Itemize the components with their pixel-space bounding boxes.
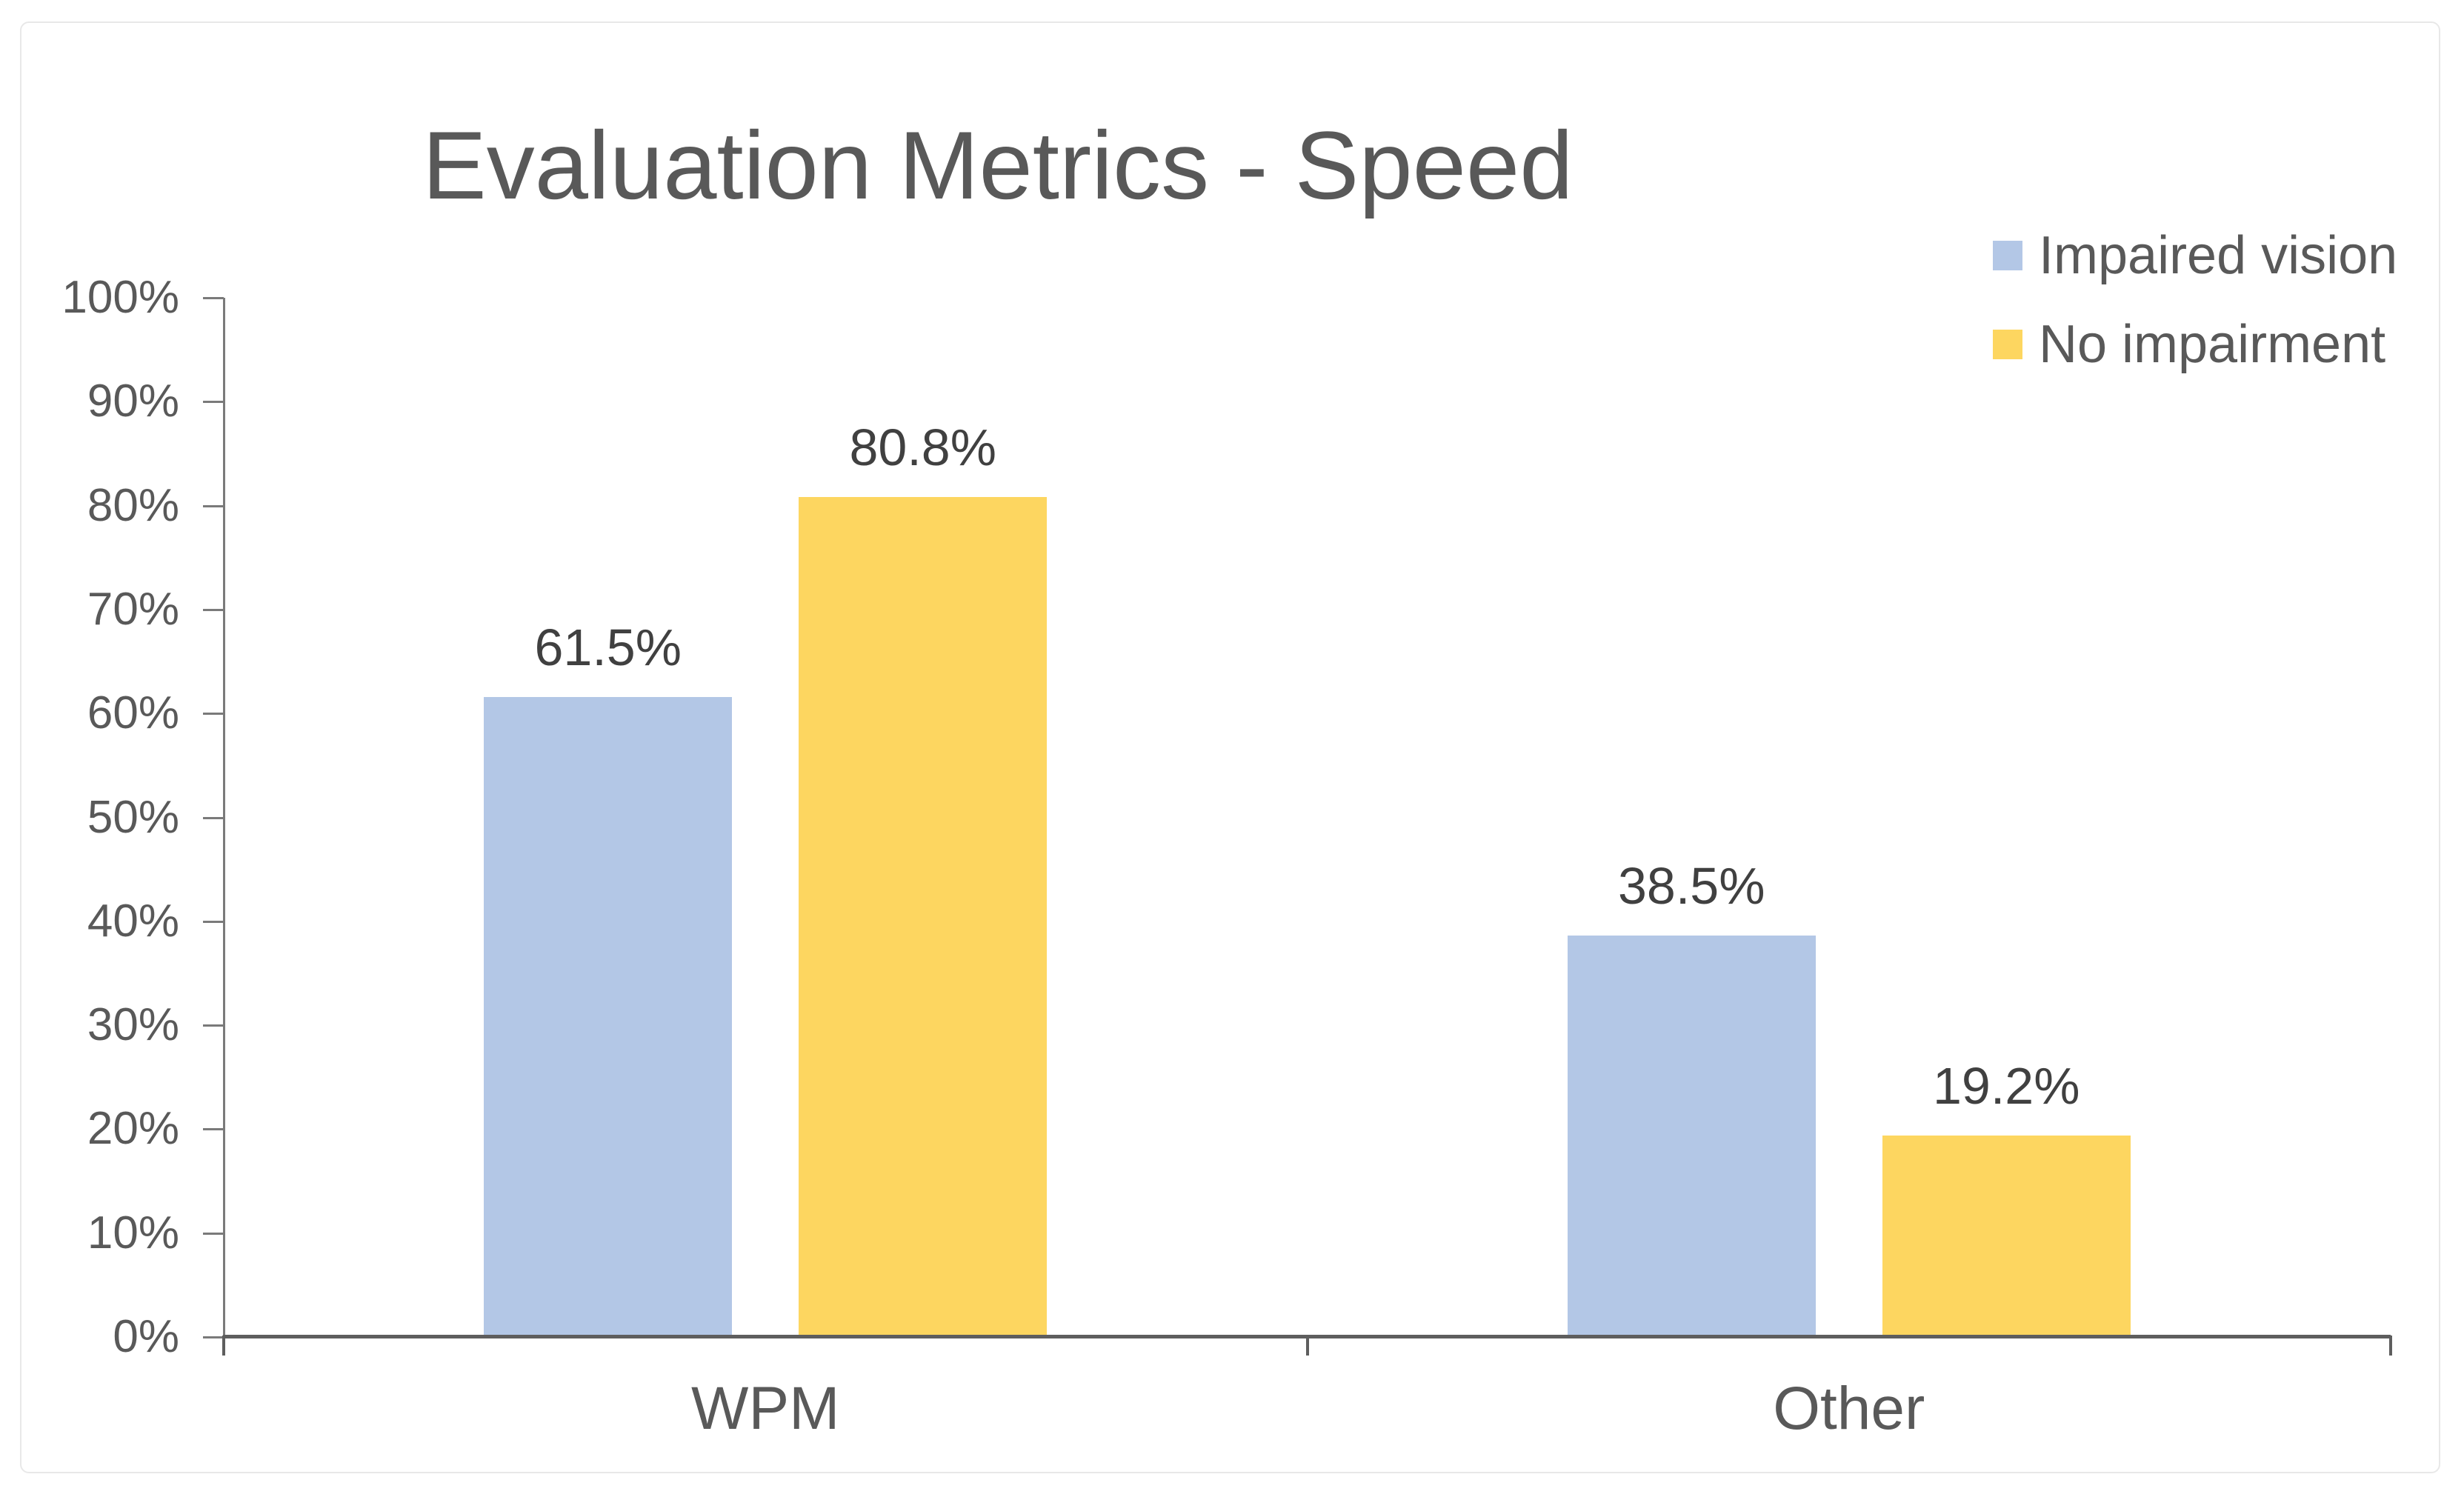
bar-groups: 61.5% 80.8% 38.5% 19.2% (224, 298, 2391, 1335)
y-tick-mark (203, 1336, 224, 1338)
y-tick-label: 100% (61, 272, 179, 323)
x-tick-mark (222, 1336, 225, 1356)
bar-column: 19.2% (1882, 298, 2131, 1335)
y-tick-mark (203, 1128, 224, 1131)
y-tick-label: 40% (87, 895, 179, 947)
y-tick-mark (203, 297, 224, 299)
bar-column: 80.8% (799, 298, 1048, 1335)
bar (1882, 1136, 2131, 1335)
category-label: WPM (691, 1375, 840, 1442)
legend-label: Impaired vision (2039, 226, 2398, 285)
y-tick-label: 50% (87, 791, 179, 843)
plot-area: 0% 10% 20% 30% 40% 50% 60% 70% 80% 90% 100% 61.5% 8… (61, 275, 2392, 1440)
chart-card: Evaluation Metrics - Speed Impaired visi… (20, 21, 2440, 1473)
y-axis-tick-labels: 0% 10% 20% 30% 40% 50% 60% 70% 80% 90% 100% (16, 275, 179, 1360)
y-tick-label: 70% (87, 583, 179, 635)
y-tick-label: 60% (87, 687, 179, 739)
bar-value-label: 19.2% (1933, 1057, 2080, 1116)
y-tick-mark (203, 504, 224, 507)
bar-value-label: 38.5% (1618, 857, 1765, 915)
y-tick-mark (203, 713, 224, 716)
y-tick-mark (203, 608, 224, 611)
y-tick-label: 80% (87, 479, 179, 531)
legend-swatch (1993, 241, 2022, 270)
y-tick-mark (203, 1024, 224, 1027)
legend-swatch (1993, 330, 2022, 359)
y-tick-label: 0% (113, 1311, 179, 1362)
legend-label: No impairment (2039, 315, 2386, 374)
y-tick-mark (203, 920, 224, 923)
y-axis-tick-marks (203, 297, 224, 1338)
x-tick-mark (2389, 1336, 2392, 1356)
bar (484, 697, 733, 1335)
bar (799, 496, 1048, 1335)
bar-group-wpm: 61.5% 80.8% (224, 298, 1308, 1335)
bar-group-other: 38.5% 19.2% (1308, 298, 2391, 1335)
y-tick-label: 10% (87, 1207, 179, 1258)
category-labels: WPM Other (224, 1378, 2391, 1440)
bar-value-label: 61.5% (534, 619, 682, 676)
legend-item: Impaired vision (1993, 226, 2397, 285)
y-tick-mark (203, 401, 224, 404)
y-tick-label: 20% (87, 1103, 179, 1155)
bar (1567, 936, 1816, 1335)
y-tick-label: 90% (87, 376, 179, 427)
bar-value-label: 80.8% (849, 418, 996, 476)
y-axis-line (223, 298, 225, 1338)
x-tick-mark (1305, 1336, 1309, 1356)
legend-item: No impairment (1993, 315, 2397, 374)
category-label: Other (1773, 1375, 1925, 1442)
chart-title: Evaluation Metrics - Speed (422, 111, 1574, 219)
legend: Impaired vision No impairment (1993, 226, 2397, 374)
x-axis-tick-marks (222, 1336, 2392, 1357)
bar-column: 61.5% (484, 298, 733, 1335)
y-tick-label: 30% (87, 999, 179, 1051)
y-tick-mark (203, 816, 224, 819)
bar-column: 38.5% (1567, 298, 1816, 1335)
y-tick-mark (203, 1232, 224, 1235)
